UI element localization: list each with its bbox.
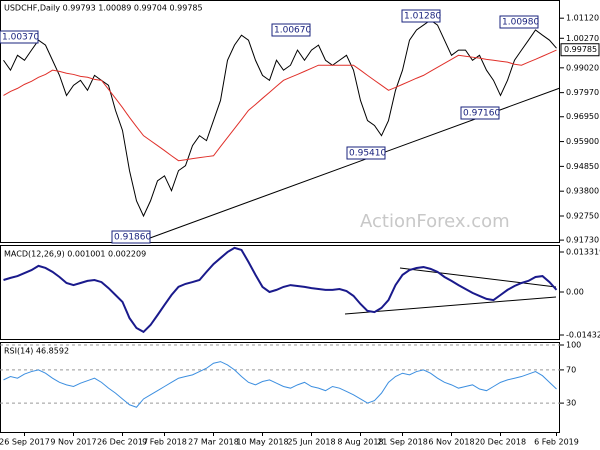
y-tick-label: 0.93800 [566, 187, 599, 196]
annotation: 0.95410 [349, 149, 386, 159]
panel-title: USDCHF,Daily 0.99793 1.00089 0.99704 0.9… [4, 4, 203, 13]
annotation-box [401, 9, 441, 23]
series-line [3, 49, 557, 162]
x-tick-label: 6 Nov 2018 [428, 438, 474, 447]
x-tick-label: 9 Nov 2017 [50, 438, 96, 447]
annotation-box [111, 230, 151, 244]
y-tick-label: 1.01120 [566, 14, 599, 23]
x-tick-label: 9 Feb 2018 [142, 438, 187, 447]
y-tick-label: 0.92750 [566, 212, 599, 221]
price-panel [0, 0, 560, 243]
y-tick-label: 0.00 [566, 287, 584, 296]
annotation: 1.00670 [274, 26, 311, 36]
x-tick-label: 21 Sep 2018 [377, 438, 428, 447]
rsi-panel [0, 342, 560, 433]
macd-panel [0, 245, 560, 340]
x-tick-label: 26 Dec 2017 [97, 438, 148, 447]
annotation: 0.91860 [114, 233, 151, 243]
x-tick-label: 27 Mar 2018 [188, 438, 239, 447]
y-tick-label: 0.97970 [566, 88, 599, 97]
annotation: 1.00980 [502, 18, 539, 28]
x-tick-label: 6 Feb 2019 [534, 438, 579, 447]
series-line [3, 246, 558, 334]
y-tick-label: 100 [566, 340, 581, 349]
series-line [3, 19, 557, 218]
annotation-box [460, 106, 500, 120]
trend-line [344, 296, 557, 315]
series-line [3, 361, 557, 408]
last-price-box [560, 43, 600, 57]
x-tick-label: 20 Dec 2018 [475, 438, 526, 447]
y-tick-label: 0.91730 [566, 236, 599, 245]
x-tick-label: 8 Aug 2018 [337, 438, 383, 447]
y-tick-label: 70 [566, 365, 576, 374]
panel-title: RSI(14) 46.8592 [4, 347, 69, 356]
y-tick-label: 0.99020 [566, 63, 599, 72]
annotation-box [271, 23, 311, 37]
annotation-box [0, 30, 39, 44]
annotation: 0.97160 [463, 109, 500, 119]
x-tick-label: 26 Sep 2017 [0, 438, 50, 447]
y-tick-label: -0.014323 [566, 330, 600, 339]
annotation: 1.00370 [2, 33, 39, 43]
annotation: 1.01280 [404, 12, 441, 22]
annotation-box [499, 15, 539, 29]
y-tick-label: 0.95900 [566, 137, 599, 146]
trend-line [399, 267, 557, 288]
x-tick-label: 25 Jun 2018 [287, 438, 335, 447]
y-tick-label: 0.96950 [566, 112, 599, 121]
y-tick-label: 30 [566, 399, 576, 408]
y-tick-label: 1.00270 [566, 34, 599, 43]
watermark: ActionForex.com [360, 211, 510, 232]
y-tick-label: 0.013319 [566, 248, 600, 257]
last-price-label: 0.99785 [564, 45, 597, 54]
y-tick-label: 0.94850 [566, 162, 599, 171]
panel-title: MACD(12,26,9) 0.001001 0.002209 [4, 250, 146, 259]
annotation-box [346, 146, 386, 160]
x-tick-label: 10 May 2018 [236, 438, 288, 447]
